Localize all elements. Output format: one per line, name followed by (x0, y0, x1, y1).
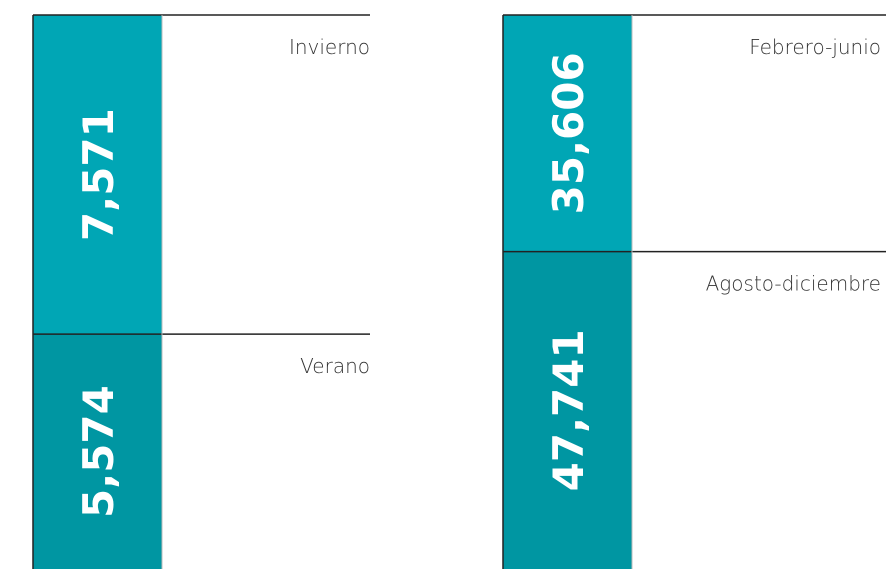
segment-label: Invierno (289, 35, 370, 59)
bar-segment (503, 251, 632, 569)
segment-label: Agosto-diciembre (706, 272, 881, 296)
segment-label: Verano (300, 354, 370, 378)
value-label: 5,574 (74, 385, 123, 518)
value-label: 47,741 (544, 329, 593, 491)
bar-segment (33, 15, 162, 335)
bar-segment (33, 334, 162, 569)
value-label: 7,571 (74, 108, 123, 241)
bar-segment (503, 15, 632, 252)
segment-label: Febrero-junio (749, 35, 881, 59)
value-label: 35,606 (544, 52, 593, 214)
